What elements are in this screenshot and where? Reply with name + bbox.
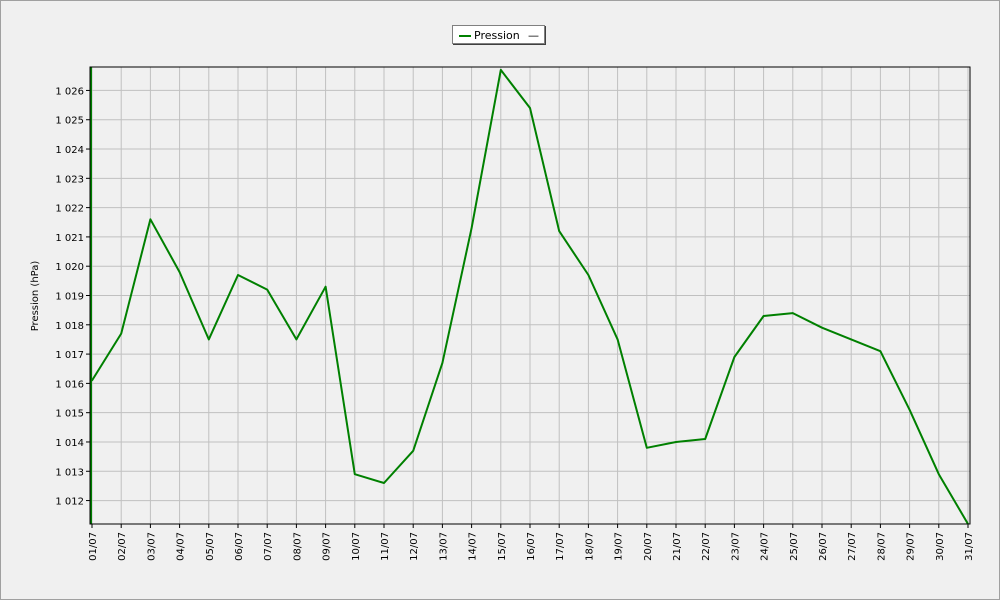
data-point <box>178 271 181 273</box>
x-tick-label: 16/07 <box>526 532 537 561</box>
y-tick-label: 1 014 <box>55 438 84 449</box>
y-tick-label: 1 017 <box>55 350 84 361</box>
y-tick-label: 1 025 <box>55 116 84 127</box>
x-tick-label: 15/07 <box>497 532 508 561</box>
data-point <box>412 449 415 452</box>
plot-border <box>89 66 971 525</box>
x-tick-label: 21/07 <box>672 532 683 561</box>
x-tick-label: 22/07 <box>701 532 712 561</box>
data-point <box>470 227 473 229</box>
x-tick-label: 17/07 <box>555 532 566 561</box>
data-point <box>675 441 677 443</box>
data-point <box>616 338 619 341</box>
data-point <box>558 230 560 232</box>
y-tick-label: 1 022 <box>55 204 84 215</box>
data-point <box>908 408 911 411</box>
data-point <box>938 473 940 475</box>
y-tick-label: 1 023 <box>55 174 84 185</box>
data-point <box>821 326 823 329</box>
data-point <box>500 69 502 71</box>
legend-swatch-pression <box>459 35 471 37</box>
x-tick-label: 18/07 <box>584 532 595 561</box>
x-tick-label: 20/07 <box>643 532 654 561</box>
x-tick-label: 03/07 <box>146 532 157 561</box>
data-point <box>704 438 706 440</box>
data-point <box>295 338 298 341</box>
data-point <box>120 332 122 335</box>
data-point <box>762 315 765 317</box>
x-tick-label: 01/07 <box>88 532 99 561</box>
x-tick-label: 31/07 <box>964 532 975 561</box>
data-point <box>587 274 590 276</box>
legend: Pression — <box>452 25 545 44</box>
data-point <box>646 447 648 449</box>
data-point <box>324 285 327 288</box>
x-tick-label: 13/07 <box>438 532 449 561</box>
y-tick-label: 1 013 <box>55 467 84 478</box>
y-tick-label: 1 016 <box>55 379 84 390</box>
x-tick-label: 28/07 <box>876 532 887 561</box>
data-point <box>792 312 794 314</box>
data-point <box>529 107 531 109</box>
legend-label-pression: Pression <box>474 29 520 42</box>
data-point <box>441 362 444 364</box>
x-tick-label: 23/07 <box>730 532 741 561</box>
x-tick-label: 27/07 <box>847 532 858 561</box>
x-tick-label: 12/07 <box>409 532 420 561</box>
x-tick-label: 02/07 <box>117 532 128 561</box>
x-tick-label: 11/07 <box>380 532 391 561</box>
y-tick-label: 1 012 <box>55 497 84 508</box>
data-point <box>208 338 210 341</box>
x-tick-label: 04/07 <box>176 532 187 561</box>
y-tick-label: 1 026 <box>55 86 84 97</box>
x-tick-label: 25/07 <box>789 532 800 561</box>
y-tick-label: 1 021 <box>55 233 84 244</box>
x-tick-label: 06/07 <box>234 532 245 561</box>
y-axis-title: Pression (hPa) <box>30 261 41 332</box>
y-tick-label: 1 019 <box>55 292 84 303</box>
data-point <box>237 274 239 276</box>
x-tick-label: 07/07 <box>263 532 274 561</box>
data-point <box>91 379 93 382</box>
data-point <box>149 218 152 221</box>
x-tick-label: 19/07 <box>614 532 625 561</box>
data-point <box>383 482 385 484</box>
x-tick-label: 30/07 <box>935 532 946 561</box>
x-tick-label: 14/07 <box>468 532 479 561</box>
data-point <box>850 338 852 341</box>
x-tick-label: 24/07 <box>760 532 771 561</box>
x-tick-label: 26/07 <box>818 532 829 561</box>
y-tick-label: 1 015 <box>55 409 84 420</box>
x-tick-label: 10/07 <box>351 532 362 561</box>
legend-dash: — <box>528 29 539 42</box>
y-tick-label: 1 024 <box>55 145 84 156</box>
y-tick-label: 1 020 <box>55 262 84 273</box>
x-tick-label: 08/07 <box>292 532 303 561</box>
x-tick-label: 05/07 <box>205 532 216 561</box>
y-tick-label: 1 018 <box>55 321 84 332</box>
data-point <box>266 288 269 291</box>
data-point <box>879 350 882 352</box>
data-point <box>354 473 356 475</box>
data-point <box>733 356 736 358</box>
x-tick-label: 29/07 <box>906 532 917 561</box>
x-tick-label: 09/07 <box>322 532 333 561</box>
